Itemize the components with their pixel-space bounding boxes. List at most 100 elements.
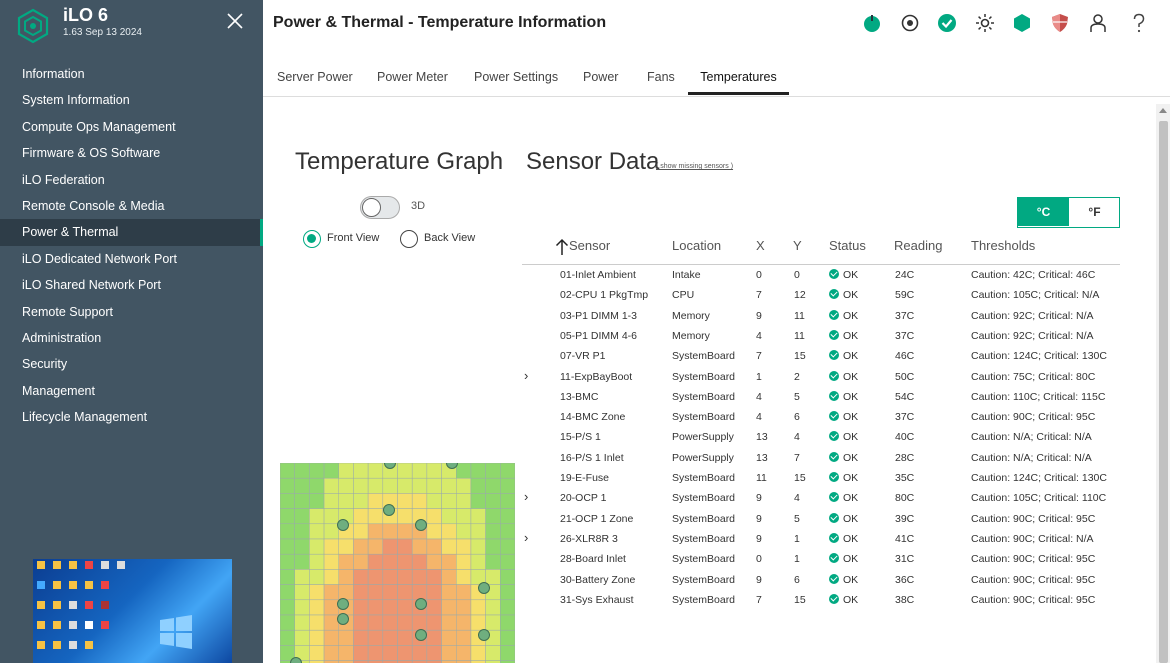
power-icon[interactable] [862, 13, 882, 33]
tab-temperatures[interactable]: Temperatures [688, 60, 789, 95]
table-row[interactable]: 03-P1 DIMM 1-3 Memory 9 11 37C Caution: 92C; … [522, 306, 1120, 326]
security-shield-icon[interactable] [1050, 13, 1070, 33]
ilo-logo-icon [17, 8, 49, 44]
table-row[interactable]: 01-Inlet Ambient Intake 0 0 24C Caution: 42C;… [522, 265, 1120, 285]
sidebar-item-system-information[interactable]: System Information [22, 93, 130, 108]
sensor-marker[interactable] [415, 519, 427, 531]
back-view-radio[interactable] [400, 230, 418, 248]
celsius-button[interactable]: °C [1018, 198, 1069, 226]
sidebar-item-ilo-federation[interactable]: iLO Federation [22, 172, 105, 187]
table-row[interactable]: 11-ExpBayBoot SystemBoard 1 2 50C Caution: 75… [522, 367, 1120, 387]
sidebar-item-remote-console-media[interactable]: Remote Console & Media [22, 198, 165, 213]
heatmap-cell [397, 645, 413, 661]
status-label: OK [843, 512, 859, 525]
sidebar-item-firmware-os-software[interactable]: Firmware & OS Software [22, 146, 161, 161]
sensor-marker[interactable] [383, 504, 395, 516]
user-icon[interactable] [1088, 13, 1108, 33]
tab-power[interactable]: Power [583, 70, 619, 84]
table-row[interactable]: 14-BMC Zone SystemBoard 4 6 37C Caution: 90C;… [522, 407, 1120, 427]
sensor-marker[interactable] [337, 598, 349, 610]
heatmap-cell [441, 584, 457, 601]
sensor-marker[interactable] [478, 582, 490, 594]
tab-power-settings[interactable]: Power Settings [474, 70, 559, 84]
cell-y: 6 [794, 411, 800, 424]
cell-status: OK [829, 468, 858, 488]
status-ok-icon [829, 309, 839, 320]
table-row[interactable]: 31-Sys Exhaust SystemBoard 7 15 38C Caution: … [522, 590, 1120, 610]
cell-location: Memory [672, 329, 710, 342]
table-row[interactable]: 05-P1 DIMM 4-6 Memory 4 11 37C Caution: 92C; … [522, 326, 1120, 346]
status-ok-icon [829, 472, 839, 482]
expand-chevron-icon[interactable]: › [524, 367, 529, 383]
sensor-marker[interactable] [446, 463, 458, 469]
sensor-marker[interactable] [384, 463, 396, 469]
heatmap-cell [397, 629, 413, 646]
table-row[interactable]: 21-OCP 1 Zone SystemBoard 9 5 39C Caution: 90… [522, 509, 1120, 529]
cell-status: OK [829, 509, 858, 529]
front-view-radio[interactable] [303, 230, 321, 248]
heatmap-cell [323, 584, 339, 601]
table-row[interactable]: 02-CPU 1 PkgTmp CPU 7 12 59C Caution: 105C; C… [522, 285, 1120, 305]
sensor-marker[interactable] [415, 629, 427, 641]
table-row[interactable]: 26-XLR8R 3 SystemBoard 9 1 41C Caution: 90C; … [522, 529, 1120, 549]
table-row[interactable]: 30-Battery Zone SystemBoard 9 6 36C Caution: … [522, 570, 1120, 590]
table-row[interactable]: 16-P/S 1 Inlet PowerSupply 13 7 28C Caution: … [522, 448, 1120, 468]
close-icon[interactable] [224, 10, 246, 32]
column-header-thresholds[interactable]: Thresholds [971, 238, 1036, 253]
scroll-up-icon[interactable] [1159, 108, 1167, 113]
table-row[interactable]: 19-E-Fuse SystemBoard 11 15 35C Caution: 124C… [522, 468, 1120, 488]
3d-toggle[interactable] [360, 196, 400, 219]
sidebar-item-ilo-dedicated-network-port[interactable]: iLO Dedicated Network Port [22, 251, 177, 266]
sidebar-item-lifecycle-management[interactable]: Lifecycle Management [22, 410, 148, 425]
toggle-knob [362, 198, 381, 217]
tab-server-power[interactable]: Server Power [277, 70, 353, 84]
sensor-marker[interactable] [337, 519, 349, 531]
heatmap-cell [500, 508, 515, 525]
table-row[interactable]: 13-BMC SystemBoard 4 5 54C Caution: 110C; Cri… [522, 387, 1120, 407]
show-missing-sensors-link[interactable]: ( show missing sensors ) [656, 163, 734, 170]
temperature-heatmap[interactable] [280, 463, 515, 663]
expand-chevron-icon[interactable]: › [524, 489, 529, 505]
scroll-thumb[interactable] [1159, 121, 1168, 663]
brightness-icon[interactable] [975, 13, 995, 33]
heatmap-cell [411, 463, 428, 479]
help-icon[interactable] [1129, 13, 1149, 33]
status-ok-icon [829, 512, 839, 523]
fahrenheit-button[interactable]: °F [1088, 205, 1101, 219]
table-row[interactable]: 15-P/S 1 PowerSupply 13 4 40C Caution: N/A; C… [522, 427, 1120, 447]
sidebar-item-security[interactable]: Security [22, 357, 68, 372]
tab-fans[interactable]: Fans [647, 70, 675, 84]
column-header-x[interactable]: X [756, 238, 765, 253]
remote-console-thumbnail[interactable] [33, 559, 232, 663]
expand-chevron-icon[interactable]: › [524, 529, 529, 545]
sidebar-item-ilo-shared-network-port[interactable]: iLO Shared Network Port [22, 278, 161, 293]
sidebar-item-administration[interactable]: Administration [22, 330, 102, 345]
sensor-marker[interactable] [337, 613, 349, 625]
cell-status: OK [829, 387, 858, 407]
sidebar-item-compute-ops-management[interactable]: Compute Ops Management [22, 119, 176, 134]
column-header-sensor[interactable]: Sensor [569, 238, 611, 253]
scrollbar[interactable] [1156, 104, 1170, 663]
sidebar-item-information[interactable]: Information [22, 67, 85, 81]
column-header-y[interactable]: Y [793, 238, 802, 253]
column-header-status[interactable]: Status [829, 238, 866, 253]
sensor-marker[interactable] [290, 657, 302, 663]
column-header-location[interactable]: Location [672, 238, 722, 253]
tab-power-meter[interactable]: Power Meter [377, 70, 448, 84]
table-row[interactable]: 28-Board Inlet SystemBoard 0 1 31C Caution: 9… [522, 549, 1120, 569]
sensor-marker[interactable] [415, 598, 427, 610]
status-label: OK [843, 472, 859, 484]
hexagon-icon[interactable] [1012, 13, 1032, 33]
cell-sensor: 03-P1 DIMM 1-3 [560, 309, 638, 322]
sidebar-item-power-thermal[interactable]: Power & Thermal [0, 219, 263, 246]
sidebar-item-management[interactable]: Management [22, 383, 95, 398]
health-ok-icon[interactable] [937, 13, 957, 33]
sensor-marker[interactable] [478, 629, 490, 641]
table-row[interactable]: 20-OCP 1 SystemBoard 9 4 80C Caution: 105C; C… [522, 488, 1120, 508]
sidebar-item-remote-support[interactable]: Remote Support [22, 304, 114, 319]
heatmap-cell [441, 553, 457, 570]
location-icon[interactable] [900, 13, 920, 33]
sort-ascending-icon[interactable] [555, 238, 569, 256]
table-row[interactable]: 07-VR P1 SystemBoard 7 15 46C Caution: 124C; … [522, 346, 1120, 366]
column-header-reading[interactable]: Reading [894, 238, 943, 253]
